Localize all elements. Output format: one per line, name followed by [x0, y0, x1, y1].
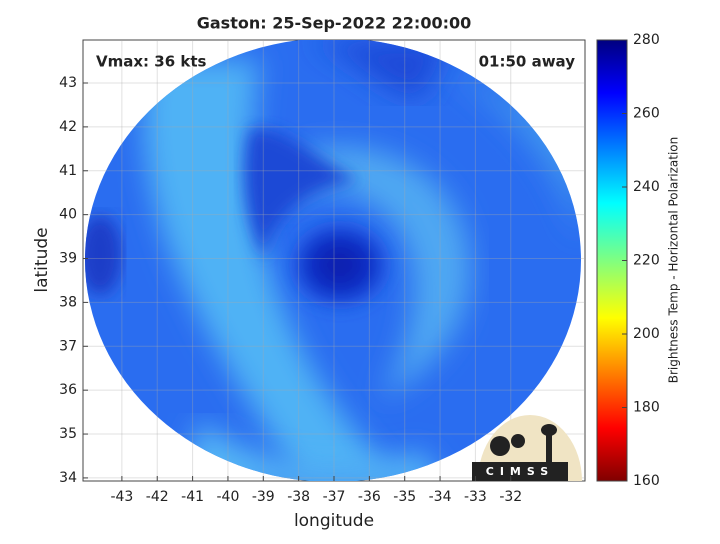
x-tick-label: -39 — [252, 489, 275, 505]
time-annotation: 01:50 away — [479, 53, 576, 71]
x-tick-label: -41 — [181, 489, 204, 505]
x-axis-label: longitude — [294, 511, 374, 531]
vmax-annotation: Vmax: 36 kts — [96, 53, 206, 71]
colorbar-tick-label: 260 — [633, 106, 660, 122]
grid — [83, 40, 585, 481]
x-tick-label: -35 — [393, 489, 416, 505]
y-tick-label: 40 — [59, 207, 77, 223]
x-tick-label: -40 — [217, 489, 240, 505]
colorbar-label: Brightness Temp - Horizontal Polarizatio… — [667, 137, 681, 384]
x-tick-label: -42 — [146, 489, 169, 505]
y-tick-label: 39 — [59, 251, 77, 267]
colorbar-tick-label: 240 — [633, 179, 660, 195]
x-tick-label: -43 — [110, 489, 133, 505]
x-tick-label: -32 — [499, 489, 522, 505]
x-tick-label: -33 — [464, 489, 487, 505]
y-tick-label: 38 — [59, 294, 77, 310]
logo: CIMSS — [472, 415, 582, 481]
colorbar-tick-label: 180 — [633, 400, 660, 416]
y-axis-label: latitude — [32, 227, 52, 292]
chart-title: Gaston: 25-Sep-2022 22:00:00 — [197, 14, 472, 33]
satellite-image — [85, 40, 581, 481]
y-tick-label: 36 — [59, 382, 77, 398]
colorbar-tick-label: 280 — [633, 32, 660, 48]
x-tick-label: -36 — [358, 489, 381, 505]
y-tick-label: 35 — [59, 426, 77, 442]
x-tick-label: -34 — [429, 489, 452, 505]
colorbar-tick-label: 200 — [633, 326, 660, 342]
y-tick-label: 41 — [59, 163, 77, 179]
y-tick-label: 34 — [59, 470, 77, 486]
x-tick-label: -37 — [323, 489, 346, 505]
y-tick-label: 43 — [59, 75, 77, 91]
y-tick-label: 42 — [59, 119, 77, 135]
x-tick-label: -38 — [287, 489, 310, 505]
logo-text: CIMSS — [486, 465, 554, 478]
colorbar-tick-label: 220 — [633, 253, 660, 269]
y-tick-label: 37 — [59, 338, 77, 354]
colorbar-tick-label: 160 — [633, 473, 660, 489]
